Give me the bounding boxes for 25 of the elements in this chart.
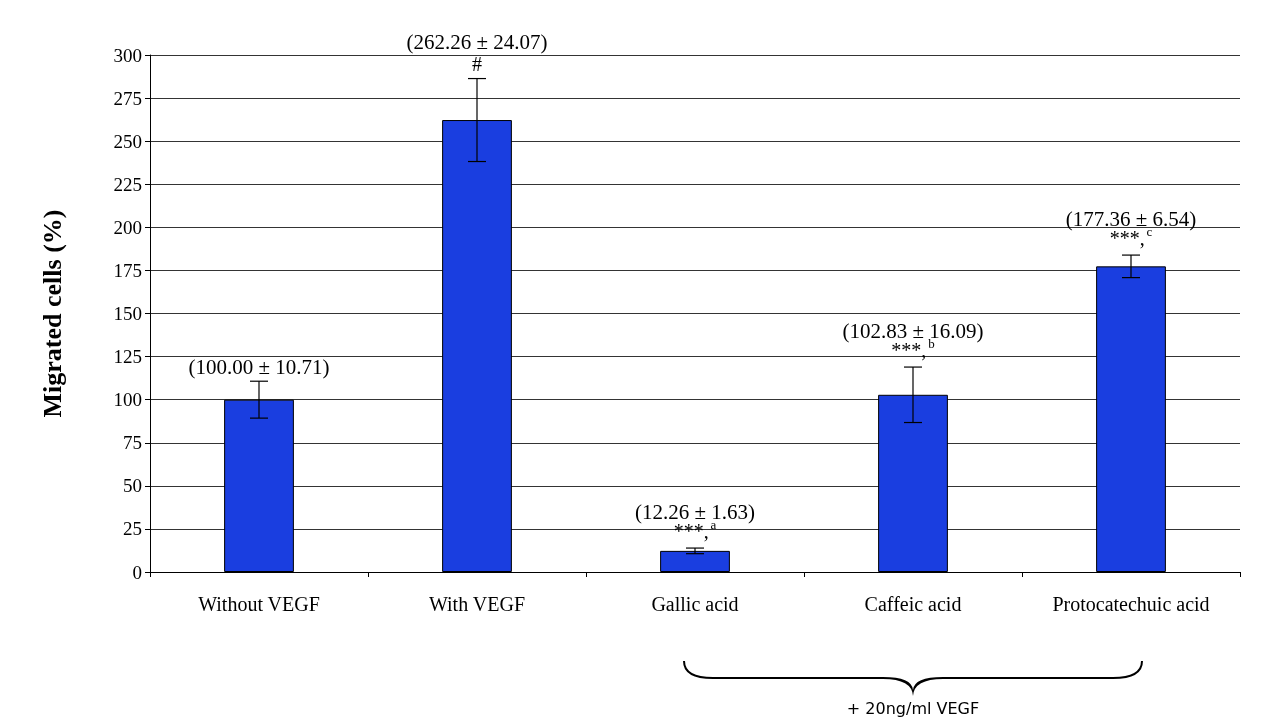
- y-axis-title: Migrated cells (%): [37, 209, 67, 418]
- x-tick-label: Caffeic acid: [864, 593, 962, 615]
- x-tick-label: Without VEGF: [198, 593, 320, 615]
- y-tick-label: 200: [113, 216, 142, 238]
- annotation: #: [472, 52, 482, 75]
- data-label: (12.26 ± 1.63): [634, 499, 756, 524]
- y-tick-label: 275: [113, 87, 142, 109]
- data-label: (100.00 ± 10.71): [188, 354, 330, 379]
- y-tick-label: 0: [132, 561, 142, 583]
- x-tick-label: With VEGF: [428, 593, 526, 615]
- y-tick-label: 50: [123, 475, 142, 497]
- y-tick-label: 25: [123, 518, 142, 540]
- x-tick-label: Protocatechuic acid: [1052, 593, 1210, 615]
- data-label: (262.26 ± 24.07): [406, 30, 548, 55]
- y-tick-label: 125: [113, 346, 142, 368]
- y-tick-label: 100: [113, 389, 142, 411]
- y-tick-label: 75: [123, 432, 142, 454]
- y-tick-label: 225: [113, 173, 142, 195]
- y-tick-label: 175: [113, 259, 142, 281]
- data-label: (177.36 ± 6.54): [1065, 206, 1197, 231]
- y-tick-label: 250: [113, 130, 142, 152]
- y-tick-label: 300: [113, 44, 142, 66]
- x-tick-label: Gallic acid: [651, 593, 739, 615]
- y-tick-label: 150: [113, 303, 142, 324]
- text: + 20ng/ml VEGF: [846, 698, 980, 718]
